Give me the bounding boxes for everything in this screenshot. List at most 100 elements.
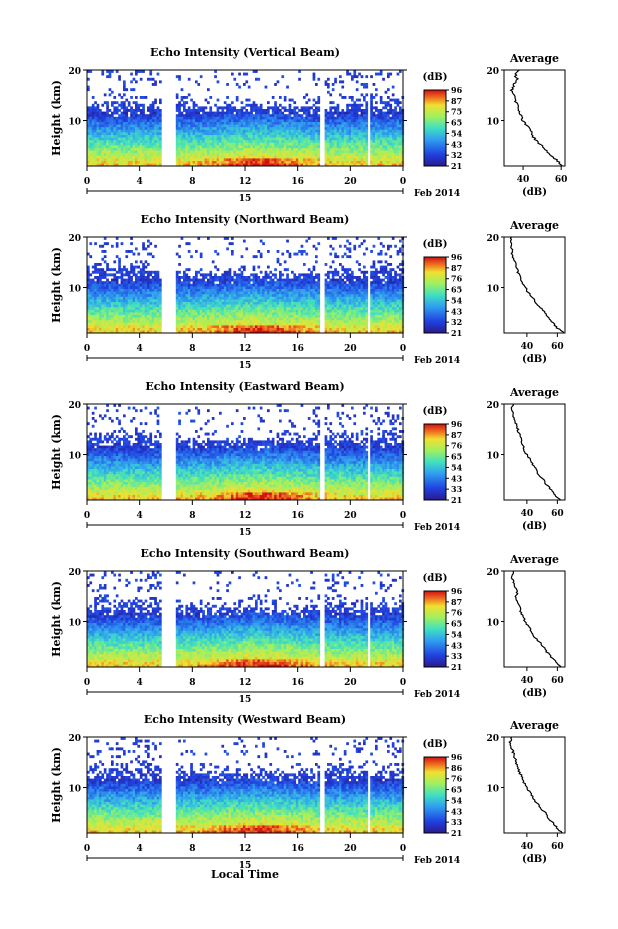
heatmap-cell (139, 153, 143, 157)
heatmap-cell (190, 161, 193, 164)
heatmap-cell (365, 106, 369, 110)
heatmap-cell (91, 330, 95, 334)
heatmap-cell (288, 127, 292, 131)
heatmap-cell (257, 129, 261, 133)
heatmap-cell (99, 304, 102, 308)
heatmap-cell (276, 325, 280, 329)
heatmap-cell (372, 153, 376, 157)
heatmap-cell (267, 127, 270, 131)
heatmap-cell (252, 330, 256, 334)
heatmap-cell (96, 124, 100, 128)
heatmap-cell (156, 281, 160, 285)
heatmap-cell (240, 122, 244, 125)
heatmap-cell (267, 142, 270, 146)
heatmap-cell (267, 294, 270, 298)
heatmap-cell (331, 101, 335, 105)
heatmap-cell (125, 148, 129, 151)
heatmap-cell (286, 109, 289, 112)
heatmap-cell (221, 328, 225, 331)
heatmap-cell (154, 307, 157, 311)
heatmap-cell (103, 101, 107, 105)
heatmap-cell (384, 119, 388, 123)
heatmap-cell (355, 145, 359, 149)
heatmap-cell (329, 155, 333, 159)
heatmap-cell (106, 328, 109, 331)
heatmap-cell (125, 127, 129, 131)
heatmap-cell (271, 106, 275, 110)
heatmap-cell (103, 304, 107, 308)
heatmap-cell (216, 294, 220, 298)
heatmap-cell (142, 302, 145, 305)
heatmap-cell (252, 153, 256, 157)
heatmap-cell (226, 116, 229, 120)
heatmap-cell (159, 137, 162, 141)
heatmap-cell (238, 304, 241, 308)
heatmap-cell (125, 161, 129, 164)
heatmap-cell (235, 312, 239, 316)
heatmap-cell (235, 322, 239, 326)
heatmap-cell (207, 158, 210, 162)
heatmap-cell (87, 150, 90, 154)
heatmap-cell (334, 127, 337, 131)
heatmap-cell (269, 135, 273, 138)
heatmap-cell (99, 296, 102, 300)
heatmap-cell (89, 124, 93, 128)
heatmap-cell (139, 312, 143, 316)
heatmap-cell (274, 106, 277, 110)
heatmap-cell (259, 270, 263, 274)
heatmap-cell (221, 153, 225, 157)
heatmap-cell (99, 158, 102, 162)
heatmap-cell (370, 137, 373, 141)
y-axis-title: Height (km) (50, 80, 63, 156)
heatmap-cell (103, 137, 107, 141)
heatmap-cell (192, 116, 196, 120)
heatmap-cell (99, 294, 102, 298)
heatmap-cell (262, 317, 265, 321)
heatmap-cell (262, 291, 265, 295)
heatmap-cell (187, 127, 191, 131)
heatmap-cell (149, 252, 153, 256)
heatmap-cell (185, 296, 189, 300)
heatmap-cell (307, 142, 311, 146)
heatmap-cell (283, 161, 287, 164)
heatmap-cell (120, 328, 124, 331)
heatmap-cell (264, 330, 268, 334)
heatmap-cell (192, 106, 196, 110)
heatmap-cell (257, 150, 261, 154)
heatmap-cell (91, 96, 95, 99)
heatmap-cell (252, 70, 256, 73)
heatmap-cell (120, 278, 124, 282)
heatmap-cell (291, 163, 294, 167)
heatmap-cell (245, 322, 249, 326)
heatmap-cell (281, 148, 285, 151)
heatmap-cell (91, 135, 95, 138)
heatmap-cell (108, 122, 112, 125)
heatmap-cell (130, 250, 133, 253)
heatmap-cell (293, 101, 297, 105)
heatmap-cell (240, 276, 244, 279)
heatmap-cell (286, 286, 289, 290)
heatmap-cell (101, 322, 105, 326)
heatmap-cell (199, 268, 203, 272)
heatmap-cell (255, 103, 258, 107)
heatmap-cell (197, 155, 201, 159)
heatmap-cell (310, 135, 313, 138)
heatmap-cell (231, 320, 234, 324)
heatmap-cell (221, 330, 225, 334)
heatmap-cell (377, 145, 381, 149)
heatmap-cell (358, 142, 361, 146)
heatmap-cell (231, 328, 234, 331)
heatmap-cell (139, 122, 143, 125)
heatmap-cell (214, 137, 217, 141)
heatmap-cell (307, 135, 311, 138)
heatmap-cell (351, 158, 354, 162)
heatmap-cell (252, 315, 256, 318)
heatmap-cell (240, 317, 244, 321)
heatmap-cell (355, 75, 359, 79)
heatmap-cell (125, 88, 129, 92)
heatmap-cell (298, 145, 301, 149)
heatmap-cell (185, 127, 189, 131)
heatmap-cell (137, 322, 141, 326)
heatmap-cell (377, 127, 381, 131)
heatmap-cell (144, 148, 148, 151)
